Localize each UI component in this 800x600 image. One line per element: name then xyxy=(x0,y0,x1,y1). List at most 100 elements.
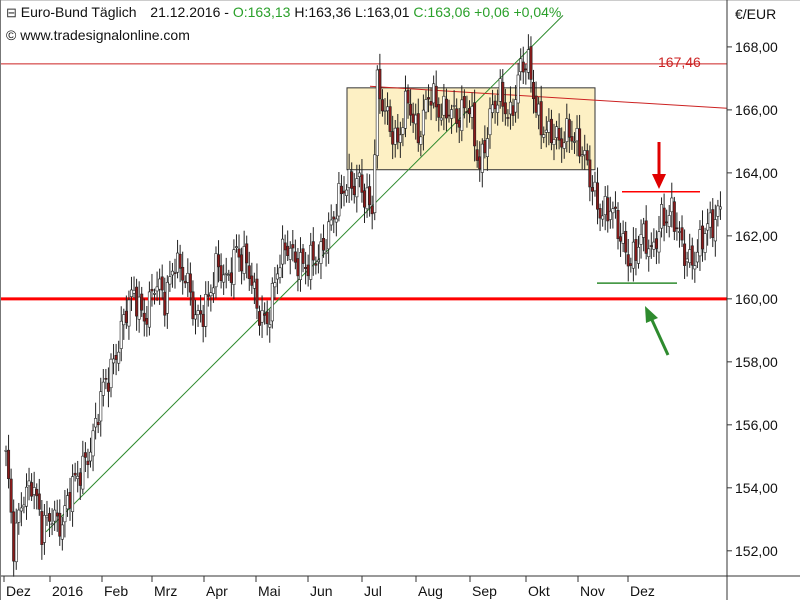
candle-body xyxy=(32,487,36,495)
candle-body xyxy=(465,111,469,113)
candle-body xyxy=(444,98,448,119)
candle-body xyxy=(608,210,612,220)
candle-body xyxy=(58,512,62,537)
candle-body xyxy=(65,495,69,510)
candle-body xyxy=(414,114,418,125)
candle-body xyxy=(316,259,320,263)
x-tick-label: Mrz xyxy=(154,583,177,599)
candle-body xyxy=(7,449,11,480)
quote-change-pct: +0,04% xyxy=(513,4,562,20)
instrument-name: Euro-Bund Täglich xyxy=(20,4,137,20)
candle-body xyxy=(89,451,93,462)
candle-body xyxy=(508,101,512,115)
candle-body xyxy=(447,114,451,117)
candle-body xyxy=(352,185,356,196)
candle-body xyxy=(48,513,52,522)
candle-body xyxy=(680,227,684,241)
y-tick-label: 162,00 xyxy=(735,228,778,244)
candle-body xyxy=(104,378,108,380)
candle-body xyxy=(96,421,100,426)
y-tick-label: 168,00 xyxy=(735,39,778,55)
candle-body xyxy=(286,245,290,257)
candle-body xyxy=(427,97,431,100)
candle-body xyxy=(199,310,203,315)
candle-body xyxy=(373,154,377,214)
candle-body xyxy=(670,197,674,213)
candle-body xyxy=(460,99,464,131)
candle-body xyxy=(572,141,576,143)
candle-body xyxy=(301,248,305,264)
candle-body xyxy=(27,480,31,487)
candle-body xyxy=(601,215,605,220)
candle-body xyxy=(567,119,571,138)
candle-body xyxy=(55,512,59,517)
candle-body xyxy=(657,231,661,253)
candle-body xyxy=(119,320,123,349)
candle-body xyxy=(37,493,41,510)
candle-body xyxy=(329,219,333,226)
candle-body xyxy=(421,109,425,136)
upper-channel-line xyxy=(369,85,728,109)
candle-body xyxy=(624,230,628,253)
candle-body xyxy=(529,46,533,80)
candle-body xyxy=(68,492,72,509)
candle-body xyxy=(78,472,82,486)
candle-body xyxy=(140,293,144,311)
candle-body xyxy=(127,299,131,327)
candle-body xyxy=(170,270,174,276)
candle-body xyxy=(398,134,402,143)
candle-body xyxy=(337,183,341,217)
candle-body xyxy=(117,351,121,364)
candle-body xyxy=(606,197,610,222)
quote-high: H:163,36 xyxy=(294,4,352,20)
candle-body xyxy=(147,291,151,328)
candle-body xyxy=(711,209,715,238)
candle-body xyxy=(132,289,136,294)
candle-body xyxy=(380,99,384,112)
candle-body xyxy=(240,254,244,272)
candle-body xyxy=(234,246,238,248)
candle-body xyxy=(204,294,208,327)
candle-body xyxy=(345,189,349,196)
candle-body xyxy=(409,103,413,116)
candle-body xyxy=(485,138,489,157)
candle-body xyxy=(9,478,13,513)
candle-body xyxy=(506,117,510,119)
candle-body xyxy=(327,221,331,250)
chart-symbol-icon: ⊟ xyxy=(6,5,17,20)
candle-body xyxy=(229,272,233,283)
x-tick-label: Dez xyxy=(630,583,655,599)
candle-body xyxy=(539,101,543,136)
quote-close: C:163,06 xyxy=(413,4,471,20)
candle-body xyxy=(634,239,638,261)
candle-body xyxy=(467,108,471,115)
candle-body xyxy=(642,223,646,238)
candle-body xyxy=(183,280,187,284)
candle-body xyxy=(227,274,231,276)
candle-body xyxy=(636,246,640,264)
candle-body xyxy=(222,274,226,283)
candle-body xyxy=(137,296,141,320)
candle-body xyxy=(332,216,336,220)
candle-body xyxy=(718,206,722,210)
candle-body xyxy=(493,100,497,110)
candle-body xyxy=(83,452,87,458)
candle-body xyxy=(585,150,589,161)
candle-body xyxy=(142,312,146,322)
candle-body xyxy=(193,314,197,320)
candle-body xyxy=(296,258,300,277)
candle-body xyxy=(542,134,546,138)
candle-body xyxy=(247,265,251,280)
candle-body xyxy=(319,241,323,264)
website-label: www.tradesignalonline.com xyxy=(20,27,190,43)
candle-body xyxy=(181,266,185,281)
overlays xyxy=(0,15,728,533)
candle-body xyxy=(334,218,338,223)
candle-body xyxy=(511,105,515,116)
up-arrow-head xyxy=(645,306,658,323)
candle-body xyxy=(145,317,149,325)
candle-body xyxy=(63,505,67,523)
candle-body xyxy=(393,127,397,145)
candle-body xyxy=(383,110,387,112)
